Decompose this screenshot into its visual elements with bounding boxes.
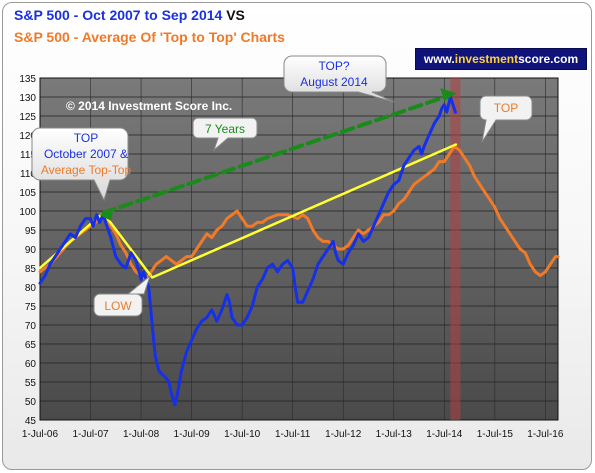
website-brand: investment bbox=[454, 52, 519, 66]
trend-line bbox=[38, 143, 458, 279]
x-axis-ticks: 1-Jul-06 1-Jul-07 1-Jul-08 1-Jul-09 1-Jul-10… bbox=[22, 429, 564, 440]
x-tick-label: 1-Jul-13 bbox=[376, 429, 413, 440]
website-banner: www. investment score.com bbox=[415, 48, 587, 70]
callout-top-average: TOP bbox=[479, 95, 533, 143]
y-tick-label: 45 bbox=[25, 416, 37, 427]
series-lines bbox=[38, 88, 560, 407]
callout-years-text: 7 Years bbox=[205, 122, 245, 136]
chart-title-line-1: S&P 500 - Oct 2007 to Sep 2014 VS bbox=[14, 7, 245, 23]
highlight-band bbox=[450, 78, 461, 420]
x-tick-label: 1-Jul-09 bbox=[174, 429, 211, 440]
chart-title-line-2: S&P 500 - Average Of 'Top to Top' Charts bbox=[14, 29, 285, 45]
callout-7-years: 7 Years bbox=[192, 117, 258, 152]
website-prefix: www. bbox=[423, 52, 455, 66]
y-tick-label: 70 bbox=[25, 321, 37, 332]
y-tick-label: 120 bbox=[19, 131, 36, 142]
x-tick-label: 1-Jul-14 bbox=[426, 429, 463, 440]
x-tick-label: 1-Jul-10 bbox=[224, 429, 261, 440]
y-tick-label: 125 bbox=[19, 112, 36, 123]
title-series-name: S&P 500 bbox=[14, 7, 70, 23]
y-tick-label: 60 bbox=[25, 359, 37, 370]
callout-top-line2: October 2007 & bbox=[44, 147, 128, 161]
x-tick-label: 1-Jul-15 bbox=[477, 429, 514, 440]
dashed-arrowhead bbox=[440, 88, 457, 102]
y-tick-label: 55 bbox=[25, 378, 37, 389]
x-tick-label: 1-Jul-16 bbox=[527, 429, 564, 440]
y-axis-ticks: 45 50 55 60 65 70 75 80 85 90 95 100 105 110 115 120 125… bbox=[19, 74, 36, 427]
y-tick-label: 80 bbox=[25, 283, 37, 294]
callout-top-2014: TOP? August 2014 bbox=[283, 55, 395, 103]
callout-low: LOW bbox=[93, 274, 152, 317]
x-tick-label: 1-Jul-12 bbox=[325, 429, 362, 440]
x-tick-label: 1-Jul-06 bbox=[22, 429, 59, 440]
y-tick-label: 75 bbox=[25, 302, 37, 313]
copyright-text: © 2014 Investment Score Inc. bbox=[66, 99, 232, 113]
y-tick-label: 105 bbox=[19, 188, 36, 199]
sp500-line bbox=[38, 95, 457, 407]
y-tick-label: 115 bbox=[20, 150, 36, 161]
y-tick-label: 130 bbox=[19, 93, 36, 104]
callout-low-text: LOW bbox=[104, 299, 132, 313]
y-tick-label: 135 bbox=[19, 74, 36, 85]
title-vs: VS bbox=[222, 7, 245, 23]
callout-top-line3: Average Top-Top bbox=[41, 163, 132, 177]
x-tick-label: 1-Jul-11 bbox=[275, 429, 311, 440]
y-tick-label: 50 bbox=[25, 397, 37, 408]
dashed-arrowtail bbox=[99, 208, 114, 221]
x-tick-label: 1-Jul-08 bbox=[123, 429, 160, 440]
callout-august-2014: August 2014 bbox=[300, 75, 368, 89]
callout-top-question: TOP? bbox=[318, 59, 349, 73]
seven-year-dashed-line bbox=[101, 93, 453, 215]
y-tick-label: 110 bbox=[20, 169, 36, 180]
callout-top-line1: TOP bbox=[74, 131, 98, 145]
y-tick-label: 90 bbox=[25, 245, 37, 256]
y-tick-label: 85 bbox=[25, 264, 37, 275]
website-suffix: score.com bbox=[518, 52, 579, 66]
callout-top-2007: TOP October 2007 & Average Top-Top bbox=[31, 127, 132, 202]
x-tick-label: 1-Jul-07 bbox=[72, 429, 109, 440]
grid-lines bbox=[39, 77, 559, 421]
y-tick-label: 100 bbox=[19, 207, 36, 218]
y-tick-label: 95 bbox=[25, 226, 37, 237]
callout-top-text: TOP bbox=[494, 101, 518, 115]
y-tick-label: 65 bbox=[25, 340, 37, 351]
title-series-desc: - Oct 2007 to Sep 2014 bbox=[69, 7, 223, 23]
